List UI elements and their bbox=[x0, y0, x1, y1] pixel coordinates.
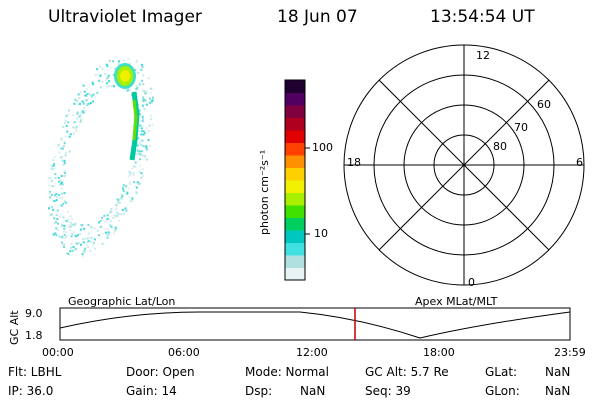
filter-info: Flt: LBHL bbox=[8, 365, 62, 379]
dsp-key: Dsp: bbox=[245, 384, 273, 398]
colorbar-cell bbox=[285, 155, 305, 168]
polar-label-12: 12 bbox=[476, 49, 490, 62]
colorbar-cell bbox=[285, 130, 305, 143]
colorbar-cell bbox=[285, 205, 305, 218]
bright-spot-core bbox=[120, 70, 130, 82]
colorbar-cell bbox=[285, 255, 305, 268]
glat-key: GLat: bbox=[485, 365, 518, 379]
colorbar-tick-100-label: 100 bbox=[312, 141, 333, 154]
gc-alt-tick-max: 9.0 bbox=[25, 307, 43, 320]
colorbar-cell bbox=[285, 217, 305, 231]
colorbar-tick-10-label: 10 bbox=[314, 227, 328, 240]
colorbar-cell bbox=[285, 92, 305, 106]
colorbar-cell bbox=[285, 167, 305, 181]
colorbar-cell bbox=[285, 80, 305, 93]
glat-value: NaN bbox=[545, 365, 571, 379]
date-label: 18 Jun 07 bbox=[277, 7, 358, 27]
colorbar-cell bbox=[285, 142, 305, 156]
glon-key: GLon: bbox=[485, 384, 520, 398]
x-tick-0000: 00:00 bbox=[42, 346, 74, 359]
polar-label-6: 6 bbox=[576, 156, 583, 169]
timeline-right-title: Apex MLat/MLT bbox=[415, 295, 498, 308]
timeline-left-title: Geographic Lat/Lon bbox=[68, 295, 176, 308]
door-info: Door: Open bbox=[126, 365, 195, 379]
x-tick-1800: 18:00 bbox=[423, 346, 455, 359]
emission-arc-core bbox=[132, 99, 138, 141]
mode-info: Mode: Normal bbox=[245, 365, 329, 379]
colorbar-cell bbox=[285, 117, 305, 131]
polar-label-0: 0 bbox=[468, 276, 475, 289]
x-tick-2359: 23:59 bbox=[554, 346, 586, 359]
polar-lat-label-80: 80 bbox=[493, 140, 507, 153]
polar-label-18: 18 bbox=[347, 156, 361, 169]
time-label: 13:54:54 UT bbox=[430, 7, 535, 27]
glon-value: NaN bbox=[545, 384, 571, 398]
gain-info: Gain: 14 bbox=[126, 384, 177, 398]
colorbar-cell bbox=[285, 105, 305, 118]
polar-lat-label-70: 70 bbox=[514, 121, 528, 134]
colorbar-cell bbox=[285, 230, 305, 243]
colorbar-cell bbox=[285, 192, 305, 206]
polar-diagonal-b bbox=[378, 79, 550, 251]
auroral-oval bbox=[47, 58, 154, 257]
ip-info: IP: 36.0 bbox=[8, 384, 54, 398]
altitude-curve bbox=[59, 311, 571, 339]
colorbar-cell bbox=[285, 267, 305, 281]
instrument-title: Ultraviolet Imager bbox=[48, 7, 202, 27]
timeline-frame bbox=[59, 307, 571, 341]
gc-alt-tick-min: 1.8 bbox=[25, 329, 43, 342]
x-tick-1200: 12:00 bbox=[296, 346, 328, 359]
colorbar-cell bbox=[285, 180, 305, 193]
gc-alt-info: GC Alt: 5.7 Re bbox=[365, 365, 449, 379]
dsp-value: NaN bbox=[300, 384, 326, 398]
seq-info: Seq: 39 bbox=[365, 384, 411, 398]
x-tick-0600: 06:00 bbox=[168, 346, 200, 359]
colorbar-cell bbox=[285, 242, 305, 256]
polar-lat-label-60: 60 bbox=[537, 98, 551, 111]
